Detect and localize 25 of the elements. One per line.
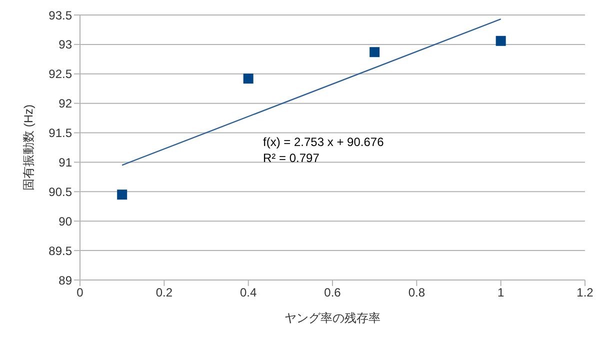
- y-tick-label: 93.5: [48, 8, 72, 22]
- x-tick-label: 0.4: [240, 286, 257, 300]
- point: [243, 74, 254, 84]
- x-tick-label: 1.2: [576, 286, 594, 300]
- x-axis-title: ヤング率の残存率: [284, 311, 380, 325]
- y-tick-label: 89: [58, 273, 72, 288]
- y-tick-label: 92: [58, 96, 72, 111]
- y-tick-label: 91.5: [48, 126, 72, 140]
- point: [117, 190, 128, 200]
- y-axis-title: 固有振動数 (Hz): [21, 104, 36, 190]
- y-tick-label: 90.5: [48, 184, 72, 199]
- x-tick-label: 1: [497, 286, 504, 300]
- y-tick-label: 93: [58, 38, 72, 52]
- x-tick-label: 0.2: [156, 286, 173, 300]
- x-tick-label: 0.6: [324, 286, 342, 300]
- annotation: f(x) = 2.753 x + 90.676: [263, 135, 384, 149]
- y-tick-label: 91: [58, 155, 72, 170]
- point: [370, 47, 380, 58]
- y-tick-label: 89.5: [48, 244, 72, 258]
- x-tick-label: 0: [76, 286, 84, 300]
- annotation: R² = 0.797: [263, 151, 320, 165]
- y-tick-label: 92.5: [48, 67, 72, 82]
- y-tick-label: 90: [58, 214, 72, 228]
- x-tick-label: 0.8: [408, 286, 426, 300]
- point: [496, 36, 506, 46]
